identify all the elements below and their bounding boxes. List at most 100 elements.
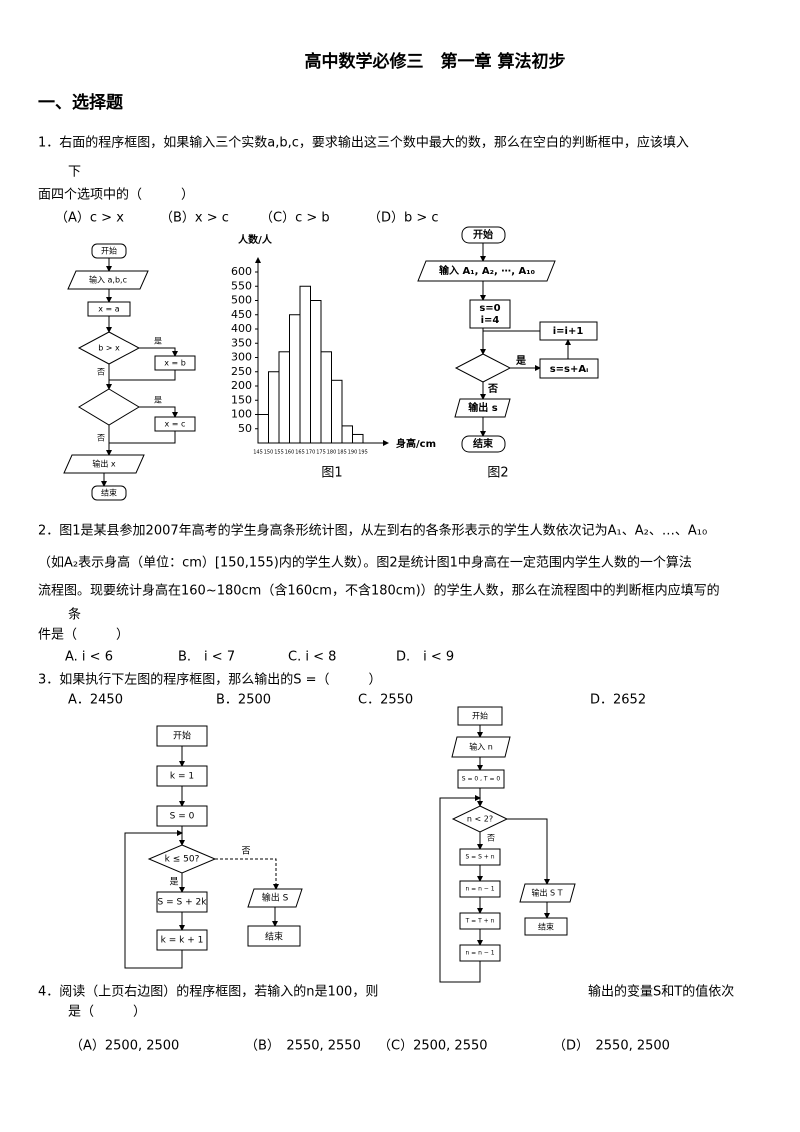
option: （D）b > c <box>368 211 439 226</box>
node-label: n = n − 1 <box>465 950 494 957</box>
node-label: s=0 <box>479 303 500 314</box>
caption: 图1 <box>321 466 342 481</box>
flowchart-4: 开始 输入 n S = 0 , T = 0 n < 2? 否 S = S + n… <box>439 706 576 983</box>
x-tick-label: 195 <box>358 450 368 456</box>
option: A. i < 6 <box>65 650 113 665</box>
bar <box>341 425 353 444</box>
node-label: S = 0 , T = 0 <box>462 776 501 783</box>
node-label: i=i+1 <box>553 326 584 337</box>
node-label: 结束 <box>473 437 494 450</box>
branch-label: 否 <box>97 368 105 377</box>
option: B. i < 7 <box>178 650 235 665</box>
flowchart-1: 开始 输入 a,b,c x = a b > x 是 x = b 否 是 x = … <box>63 243 196 501</box>
y-tick-label: 150 <box>231 393 252 406</box>
node-label: 输入 A₁, A₂, ⋯, A₁₀ <box>439 264 535 277</box>
x-tick-label: 185 <box>337 450 347 456</box>
y-axis-label: 人数/人 <box>238 233 273 246</box>
node-label: 输出 s <box>468 401 497 414</box>
node-label: 开始 <box>173 730 191 742</box>
node-label: 结束 <box>538 922 554 932</box>
histogram: 人数/人 身高/cm 图1 145 150 155 160 165 170 175 180 18… <box>231 233 436 481</box>
y-tick-label: 400 <box>231 322 252 335</box>
node-label: x = b <box>164 359 186 368</box>
branch-label: 是 <box>154 396 162 405</box>
node-label: 输出 x <box>92 459 116 469</box>
question-line: 是（ ） <box>68 1005 146 1020</box>
question-line: 下 <box>68 165 81 180</box>
question-line: 输出的变量S和T的值依次 <box>588 984 734 1000</box>
question-line: 条 <box>68 607 81 623</box>
question-line: 件是（ ） <box>38 628 129 643</box>
bar <box>299 285 311 444</box>
node-label: 开始 <box>472 711 488 721</box>
y-tick-label: 100 <box>231 408 252 421</box>
node-label: k = 1 <box>170 772 194 782</box>
bar <box>310 300 322 444</box>
node-label: n < 2? <box>467 815 493 824</box>
y-tick-label: 600 <box>231 265 252 278</box>
branch-label: 是 <box>515 355 526 367</box>
node-label: 输出 S <box>262 892 289 904</box>
node-label: x = c <box>165 420 186 429</box>
node-label: n = n − 1 <box>465 886 494 893</box>
question-line: 3．如果执行下左图的程序框图，那么输出的S =（ ） <box>38 672 382 688</box>
option: C．2550 <box>358 693 413 708</box>
option: （C）2500, 2550 <box>378 1039 488 1054</box>
question-line: 流程图。现要统计身高在160~180cm（含160cm，不含180cm)）的学生… <box>38 583 720 599</box>
flowchart-2: 开始 输入 A₁, A₂, ⋯, A₁₀ s=0 i=4 i=i+1 是 s=s… <box>417 226 599 481</box>
question-line: （如A₂表示身高（单位：cm）[150,155)内的学生人数）。图2是统计图1中… <box>38 555 692 571</box>
option: C. i < 8 <box>288 650 336 665</box>
branch-label: 是 <box>169 877 178 888</box>
node-label: S = 0 <box>170 812 195 822</box>
node-label: b > x <box>98 344 120 353</box>
question-line: 2．图1是某县参加2007年高考的学生身高条形统计图，从左到右的各条形表示的学生… <box>38 523 707 539</box>
flowchart-3: 开始 k = 1 S = 0 k ≤ 50? 否 是 S = S + 2k k … <box>124 725 303 969</box>
x-tick-label: 145 <box>253 450 263 456</box>
node-label: 输出 S T <box>531 888 562 898</box>
x-tick-label: 170 <box>306 450 316 456</box>
branch-label: 否 <box>487 383 498 395</box>
node-label: 结束 <box>101 488 117 498</box>
node-label: T = T + n <box>465 918 495 925</box>
bar <box>320 351 332 444</box>
option: （A）c > x <box>55 211 124 226</box>
bar <box>331 379 343 444</box>
x-axis-label: 身高/cm <box>396 437 436 450</box>
node-label: S = S + 2k <box>158 898 208 908</box>
caption: 图2 <box>487 466 508 481</box>
y-tick-label: 550 <box>231 279 252 292</box>
node-label: 输入 n <box>469 742 493 752</box>
y-tick-label: 50 <box>238 422 252 435</box>
y-tick-label: 200 <box>231 379 252 392</box>
bar <box>352 433 364 444</box>
bar <box>278 351 290 444</box>
question-line: 4．阅读（上页右边图）的程序框图，若输入的n是100，则 <box>38 984 378 1000</box>
x-tick-label: 160 <box>285 450 295 456</box>
node-label: 结束 <box>265 931 283 943</box>
option: （B）x > c <box>160 211 229 226</box>
node-label: x = a <box>98 305 120 314</box>
y-tick-label: 450 <box>231 308 252 321</box>
question-line: 1．右面的程序框图，如果输入三个实数a,b,c，要求输出这三个数中最大的数，那么… <box>38 135 689 151</box>
x-tick-label: 150 <box>264 450 274 456</box>
x-tick-label: 190 <box>348 450 358 456</box>
bar <box>268 371 280 444</box>
x-tick-label: 165 <box>295 450 305 456</box>
y-tick-label: 500 <box>231 294 252 307</box>
node-label: 输入 a,b,c <box>89 275 127 285</box>
node-label: S = S + n <box>465 854 494 861</box>
node-label: i=4 <box>481 315 500 326</box>
section: 一、选择题 <box>38 92 124 113</box>
node-label: s=s+Aᵢ <box>550 364 589 375</box>
node-label: 开始 <box>101 246 117 256</box>
node-label: k = k + 1 <box>161 936 204 946</box>
branch-label: 否 <box>97 434 105 443</box>
bar <box>257 414 269 444</box>
x-tick-label: 175 <box>316 450 326 456</box>
node-label: 开始 <box>473 228 493 241</box>
option: （B） 2550, 2550 <box>245 1039 361 1054</box>
branch-label: 是 <box>154 337 162 346</box>
option: （D） 2550, 2500 <box>553 1039 670 1054</box>
option: B．2500 <box>216 693 271 708</box>
title: 高中数学必修三 第一章 算法初步 <box>305 51 566 72</box>
